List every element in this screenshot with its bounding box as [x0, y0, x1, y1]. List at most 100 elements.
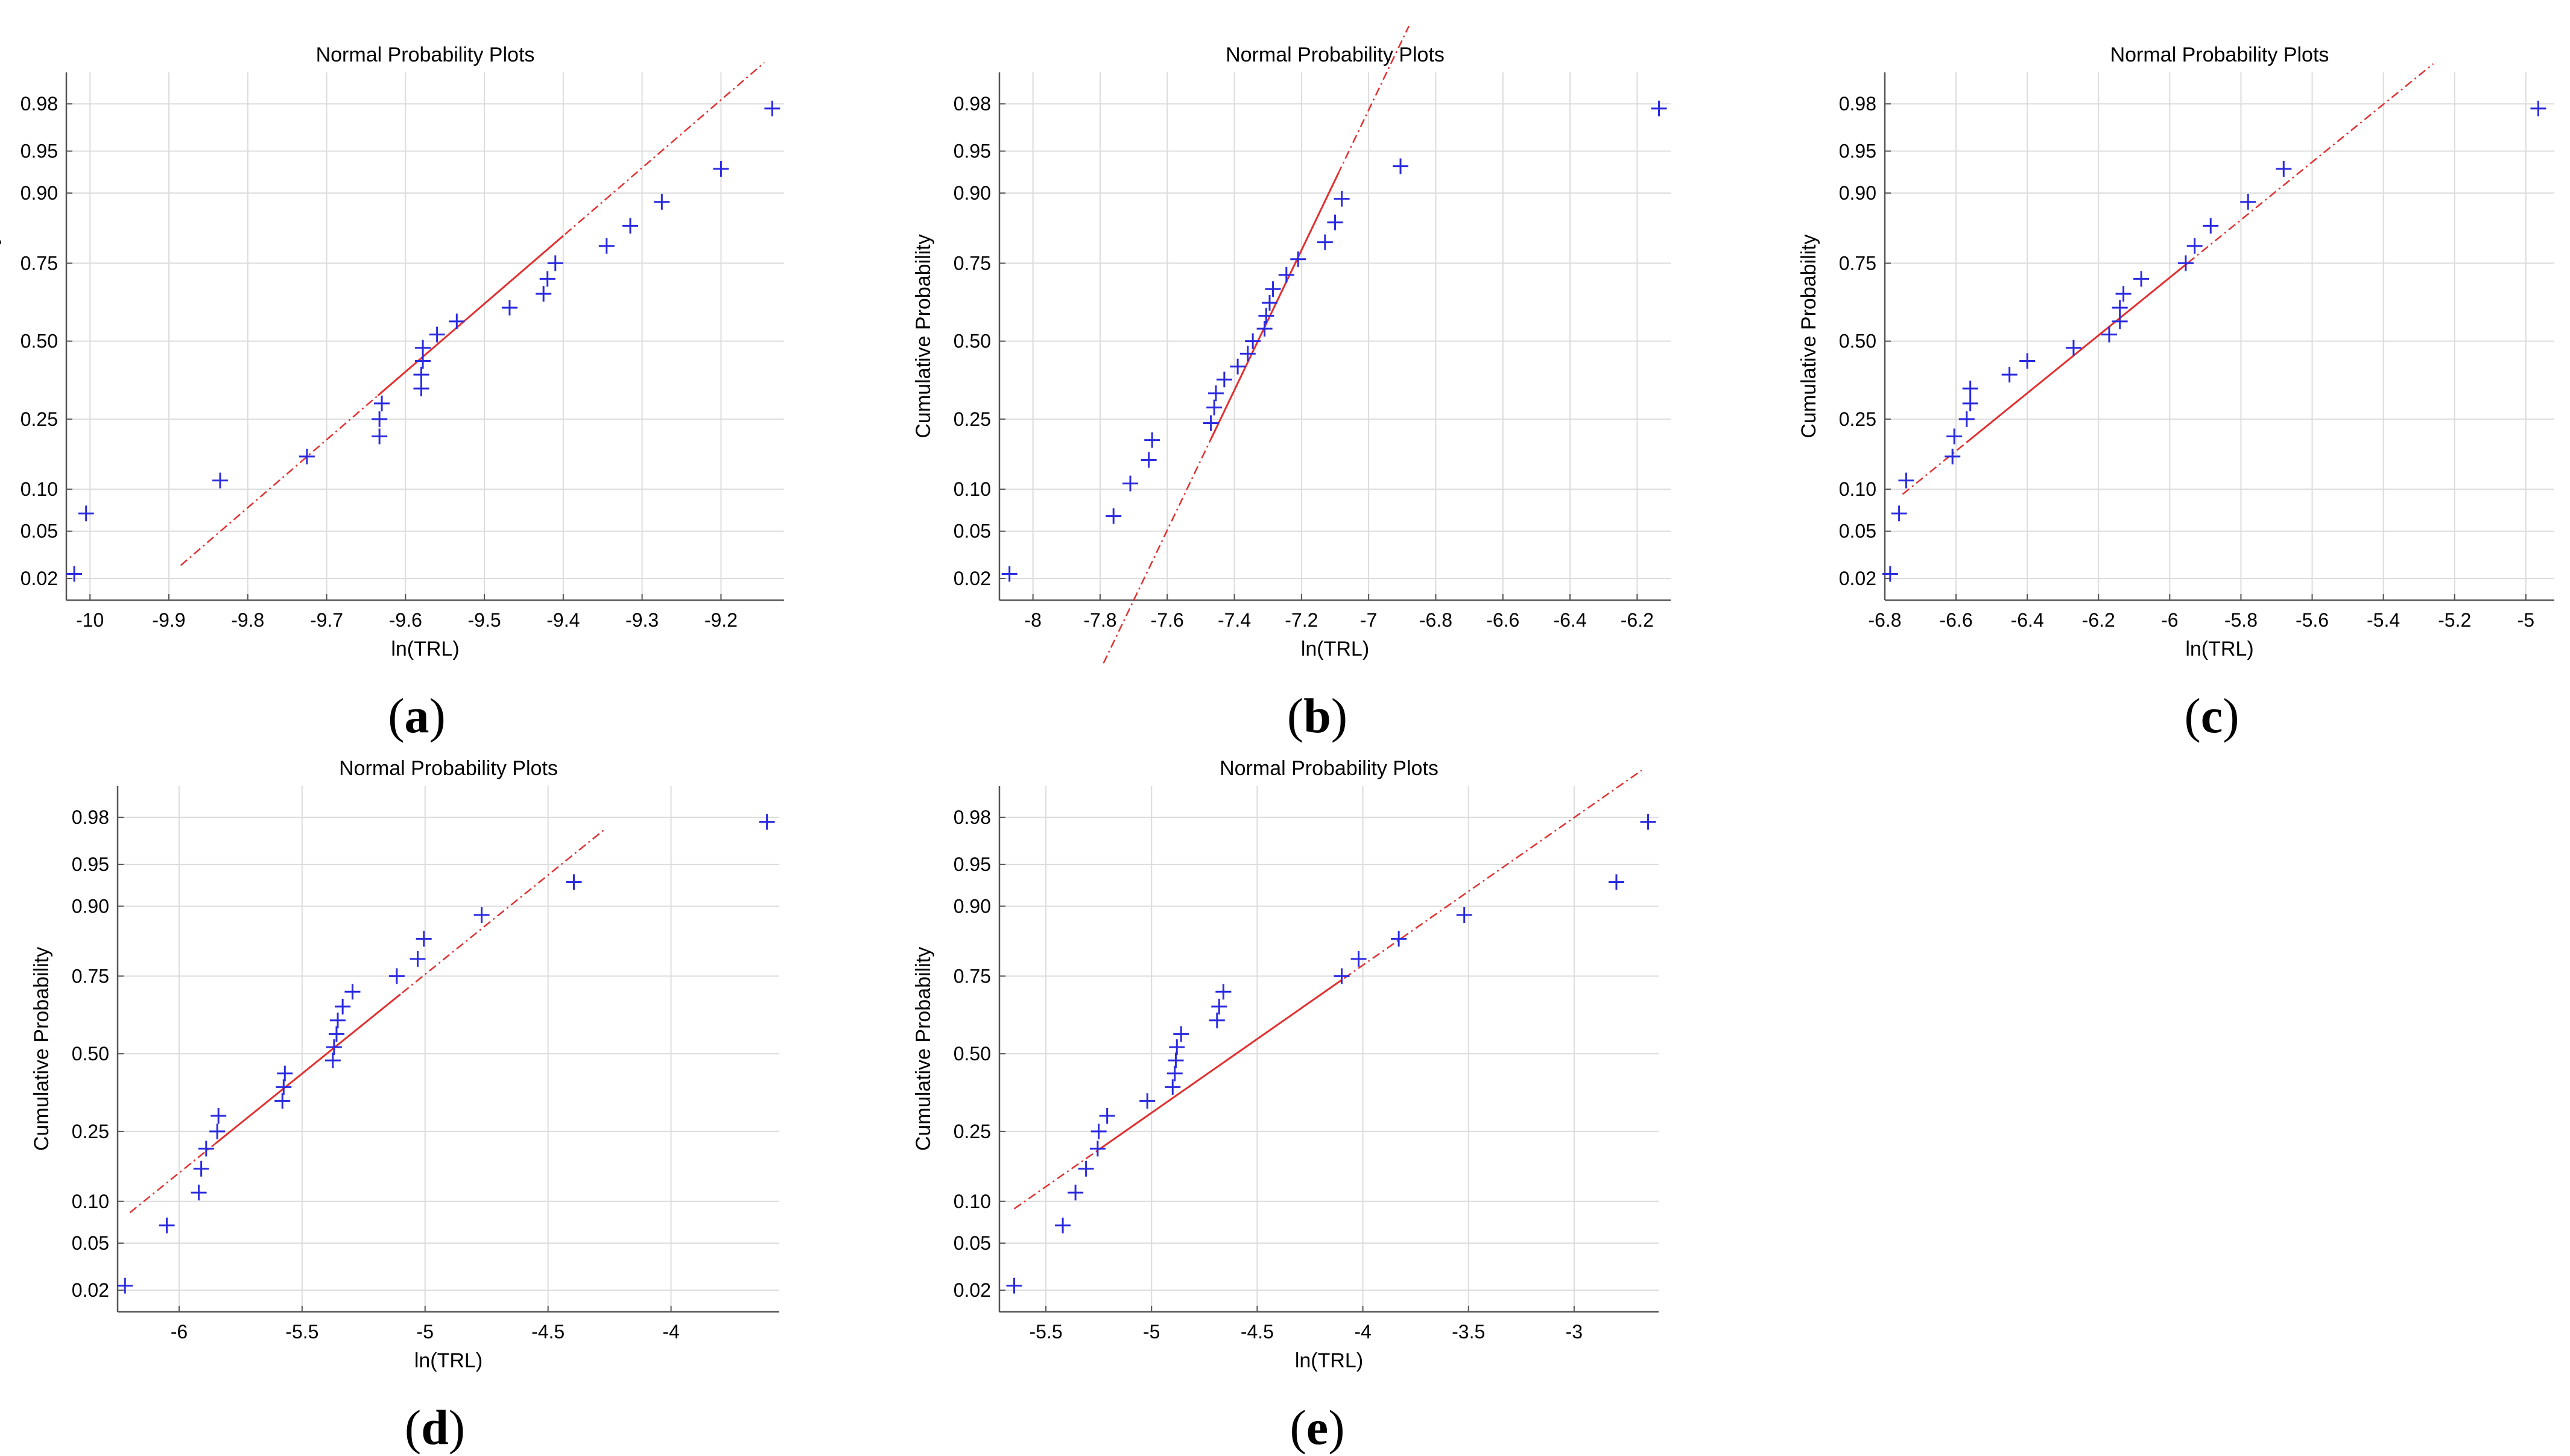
data-point — [1068, 1185, 1084, 1201]
data-point — [372, 428, 388, 445]
data-point — [372, 411, 388, 427]
y-tick-label: 0.75 — [954, 252, 991, 274]
data-point — [1239, 346, 1256, 362]
y-axis-label: Cumulative Probability — [1797, 234, 1820, 438]
data-point — [1608, 874, 1624, 890]
y-tick-label: 0.05 — [954, 1232, 991, 1254]
x-tick-label: -9.7 — [310, 609, 343, 631]
data-point — [1090, 1123, 1107, 1139]
data-point — [1290, 251, 1306, 267]
y-tick-label: 0.10 — [954, 1191, 991, 1212]
data-point — [374, 395, 390, 411]
data-point — [713, 161, 729, 177]
data-point — [1141, 452, 1157, 468]
data-point — [335, 998, 351, 1014]
data-point — [1256, 320, 1273, 337]
data-point — [1962, 395, 1978, 411]
panel-label-d: (d) — [404, 1400, 466, 1455]
y-axis-label: Cumulative Probability — [0, 234, 2, 438]
data-point — [413, 367, 429, 383]
data-point — [2065, 340, 2081, 356]
chart-title: Normal Probability Plots — [2110, 43, 2329, 66]
data-point — [1945, 448, 1961, 464]
y-tick-label: 0.98 — [21, 93, 58, 115]
y-tick-label: 0.02 — [21, 568, 58, 589]
x-tick-label: -6.2 — [2082, 609, 2115, 631]
data-point — [329, 1012, 346, 1028]
data-point — [210, 1107, 227, 1124]
x-tick-label: -7.8 — [1083, 609, 1116, 631]
data-point — [1334, 968, 1350, 984]
chart-title: Normal Probability Plots — [1220, 757, 1439, 780]
data-point — [209, 1123, 226, 1139]
y-tick-label: 0.90 — [72, 895, 109, 917]
y-tick-label: 0.75 — [1839, 252, 1876, 274]
data-point — [1089, 1141, 1106, 1157]
data-point — [1391, 931, 1407, 947]
data-point — [2186, 238, 2203, 254]
y-tick-label: 0.95 — [1839, 141, 1876, 162]
data-point — [1265, 281, 1281, 297]
data-point — [1166, 1065, 1183, 1081]
y-tick-label: 0.25 — [954, 408, 991, 430]
data-point — [78, 505, 94, 522]
data-point — [191, 1185, 207, 1201]
chart-title: Normal Probability Plots — [1226, 43, 1445, 66]
data-point — [1651, 100, 1667, 116]
x-tick-label: -3 — [1566, 1321, 1583, 1343]
x-tick-label: -6.6 — [1940, 609, 1973, 631]
chart-e: -5.5 -5 -4.5 -4 -3.5 -3 0.02 0.05 0.10 0.25 0.50 0.… — [912, 757, 1659, 1372]
data-point — [1317, 234, 1333, 250]
data-point — [413, 381, 429, 397]
x-tick-label: -6.6 — [1486, 609, 1519, 631]
x-tick-label: -4.5 — [1241, 1321, 1274, 1343]
x-axis-label: ln(TRL) — [391, 638, 459, 660]
x-tick-label: -5 — [417, 1321, 434, 1343]
x-tick-label: -6.4 — [1553, 609, 1586, 631]
data-point — [1350, 951, 1367, 967]
data-point — [1898, 472, 1914, 489]
data-point — [501, 300, 517, 316]
y-tick-label: 0.95 — [72, 853, 109, 875]
y-tick-label: 0.50 — [21, 331, 58, 352]
x-tick-label: -7.4 — [1218, 609, 1251, 631]
x-tick-label: -9.5 — [468, 609, 501, 631]
y-tick-label: 0.98 — [954, 806, 991, 828]
data-point — [764, 100, 780, 116]
x-tick-label: -6.2 — [1621, 609, 1654, 631]
data-point — [2133, 271, 2150, 287]
y-tick-label: 0.95 — [954, 853, 991, 875]
x-tick-label: -9.4 — [546, 609, 580, 631]
x-tick-label: -9.2 — [704, 609, 738, 631]
x-axis-label: ln(TRL) — [414, 1349, 483, 1372]
panel-label-b: (b) — [1287, 688, 1348, 743]
data-point — [1206, 399, 1223, 416]
x-tick-label: -7.2 — [1285, 609, 1318, 631]
y-tick-label: 0.10 — [1839, 478, 1876, 500]
data-point — [547, 255, 563, 271]
x-tick-label: -5.6 — [2296, 609, 2329, 631]
x-tick-label: -5.4 — [2367, 609, 2400, 631]
y-tick-label: 0.90 — [954, 895, 991, 917]
x-tick-label: -6 — [2161, 609, 2178, 631]
data-point — [539, 271, 555, 287]
data-point — [1891, 505, 1907, 522]
x-tick-label: -6.4 — [2011, 609, 2044, 631]
data-point — [344, 984, 361, 1000]
y-tick-label: 0.10 — [72, 1191, 109, 1212]
x-tick-label: -5.8 — [2224, 609, 2258, 631]
y-axis-label: Cumulative Probability — [912, 947, 935, 1151]
fit-line-solid — [215, 993, 401, 1144]
y-tick-label: 0.25 — [21, 408, 58, 430]
data-point — [1261, 295, 1277, 311]
data-point — [1882, 566, 1898, 582]
data-point — [1203, 415, 1219, 431]
data-point — [1230, 358, 1246, 375]
y-tick-label: 0.50 — [954, 331, 991, 352]
data-point — [1327, 214, 1343, 230]
y-tick-label: 0.02 — [954, 1279, 991, 1301]
data-point — [2276, 161, 2292, 177]
data-point — [1216, 372, 1232, 388]
y-tick-label: 0.25 — [954, 1121, 991, 1142]
data-point — [277, 1065, 293, 1081]
